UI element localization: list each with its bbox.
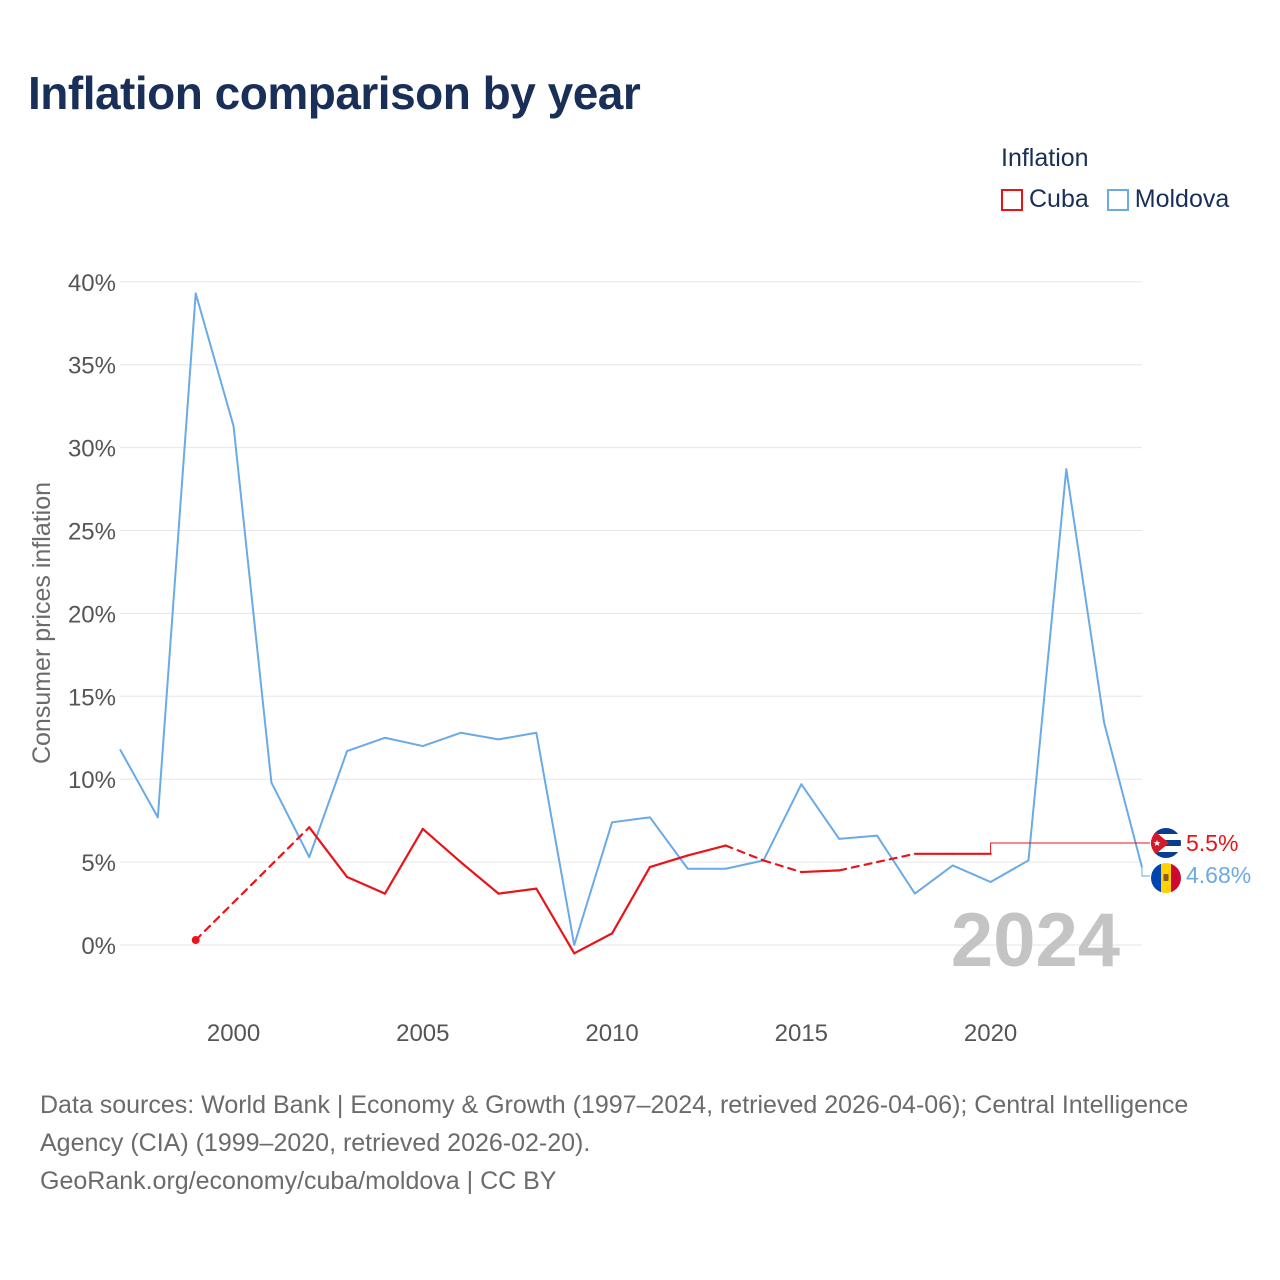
legend-title: Inflation	[1001, 144, 1089, 172]
x-tick-label: 2000	[207, 1020, 260, 1047]
legend-swatch-moldova	[1106, 188, 1129, 211]
series-segment-cuba	[762, 859, 803, 874]
series-segment-cuba	[800, 869, 841, 874]
series-segment-cuba	[497, 887, 538, 895]
gridlines	[120, 281, 1142, 946]
x-tick-label: 2020	[964, 1020, 1017, 1047]
y-tick-label: 5%	[81, 850, 116, 877]
y-tick-label: 35%	[68, 353, 116, 380]
x-tick-label: 2015	[775, 1020, 828, 1047]
legend: Cuba Moldova	[1001, 185, 1247, 214]
series-segment-cuba	[346, 875, 387, 895]
cuba-end-connector	[990, 842, 1150, 854]
x-tick-label: 2005	[396, 1020, 449, 1047]
series-segment-cuba	[459, 860, 500, 895]
x-axis-ticks: 2000 2005 2010 2015 2020	[207, 1020, 1017, 1047]
series-segment-cuba	[838, 860, 879, 872]
credit-link[interactable]: GeoRank.org/economy/cuba/moldova | CC BY	[40, 1167, 557, 1195]
data-sources: Data sources: World Bank | Economy & Gro…	[40, 1091, 1189, 1157]
y-tick-label: 30%	[68, 436, 116, 463]
y-axis-label: Consumer prices inflation	[28, 482, 56, 764]
series-segment-cuba	[194, 826, 311, 942]
footer: Data sources: World Bank | Economy & Gro…	[40, 1086, 1250, 1200]
legend-item-moldova[interactable]: Moldova	[1106, 185, 1230, 214]
series-segment-cuba	[535, 887, 576, 955]
series-segment-cuba	[308, 826, 349, 879]
legend-label-moldova: Moldova	[1134, 185, 1230, 213]
cuba-flag-icon	[1151, 828, 1181, 858]
year-watermark: 2024	[951, 898, 1120, 983]
series-segment-cuba	[573, 932, 614, 955]
y-tick-label: 10%	[68, 767, 116, 794]
series-segment-cuba	[648, 854, 689, 869]
legend-item-cuba[interactable]: Cuba	[1001, 185, 1089, 214]
series-segment-cuba	[383, 827, 424, 895]
y-tick-label: 15%	[68, 684, 116, 711]
moldova-end-connector	[1141, 867, 1150, 877]
legend-swatch-cuba	[1001, 188, 1023, 211]
moldova-flag-icon	[1151, 863, 1181, 893]
x-tick-label: 2010	[585, 1020, 638, 1047]
end-markers: 5.5% 4.68%	[1151, 828, 1251, 893]
cuba-end-value: 5.5%	[1186, 830, 1238, 856]
y-axis-ticks: 0% 5% 10% 15% 20% 25% 30% 35% 40%	[68, 270, 116, 960]
y-tick-label: 40%	[68, 270, 116, 297]
y-tick-label: 25%	[68, 519, 116, 546]
series-line-moldova	[119, 292, 1143, 946]
series-segment-cuba	[686, 844, 727, 857]
series-lines	[119, 292, 1150, 955]
series-segment-cuba	[421, 827, 462, 864]
chart-title: Inflation comparison by year	[28, 67, 641, 119]
series-point-cuba	[191, 936, 200, 945]
y-tick-label: 0%	[81, 933, 116, 960]
inflation-chart: 0%5%10%15%20%25%30%35%40% 2000 2005 2010 20…	[28, 270, 1251, 1047]
y-tick-label: 20%	[68, 601, 116, 628]
series-segment-cuba	[875, 852, 916, 864]
moldova-end-value: 4.68%	[1186, 862, 1251, 888]
series-segment-cuba	[610, 865, 652, 935]
legend-label-cuba: Cuba	[1029, 185, 1089, 213]
series-segment-cuba	[724, 844, 765, 862]
